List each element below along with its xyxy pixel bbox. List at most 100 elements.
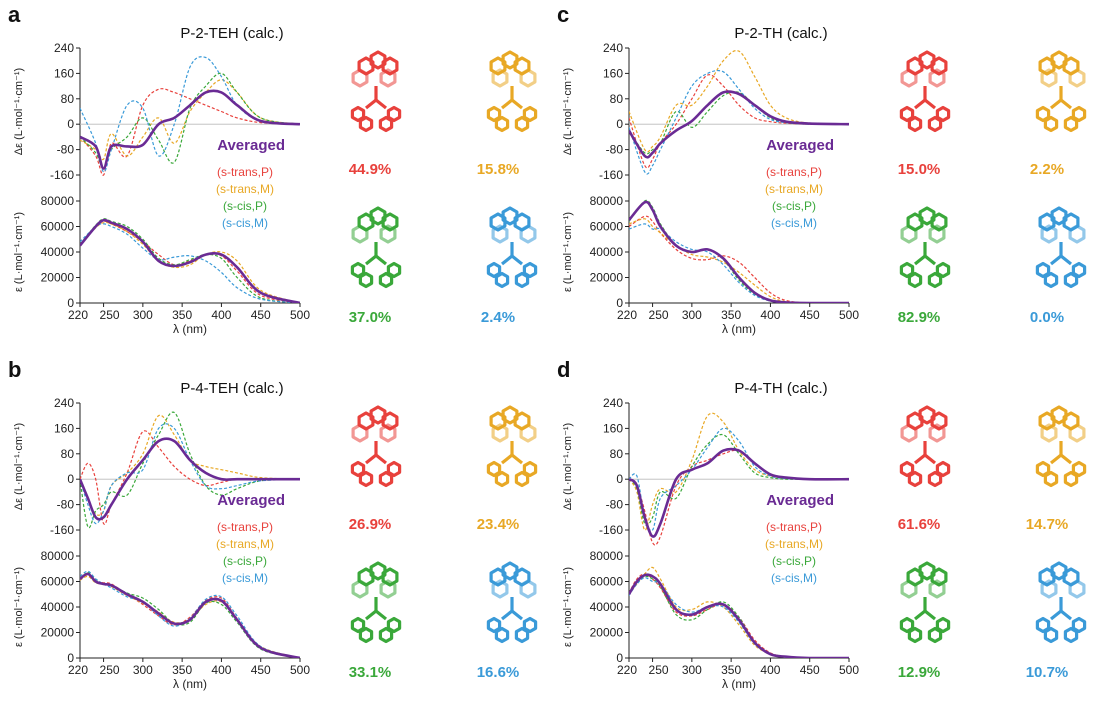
phenyl-ring	[899, 261, 915, 279]
phenyl-ring	[1035, 105, 1051, 123]
conformer-structure	[899, 561, 951, 644]
legend-entry: (s-trans,M)	[216, 182, 274, 196]
x-tick-label: 350	[721, 663, 741, 677]
cd-tick-label: 240	[603, 396, 623, 410]
abs-series-line	[629, 200, 849, 303]
conformer-structure	[350, 206, 402, 289]
abs-series-line	[629, 573, 849, 658]
ring	[918, 206, 936, 226]
ring	[379, 579, 397, 599]
abs-y-axis-label: ε (L·mol⁻¹·cm⁻¹)	[13, 567, 25, 647]
phenyl-ring	[1071, 460, 1087, 478]
phenyl-ring	[907, 626, 923, 644]
ring	[918, 50, 936, 70]
phenyl-ring	[927, 470, 943, 488]
panel-title: P-4-TEH (calc.)	[180, 380, 283, 397]
bond	[924, 254, 936, 266]
phenyl-ring	[1035, 616, 1051, 634]
ring	[489, 411, 507, 431]
legend-entry: (s-trans,P)	[217, 520, 273, 534]
x-tick-label: 350	[172, 663, 192, 677]
abs-series-line	[629, 218, 849, 303]
phenyl-ring	[514, 115, 530, 133]
phenyl-ring	[1063, 115, 1079, 133]
legend-entry: (s-trans,P)	[217, 165, 273, 179]
x-tick-label: 450	[800, 663, 820, 677]
legend-entry: (s-cis,P)	[772, 199, 816, 213]
phenyl-ring	[386, 460, 402, 478]
bond	[914, 609, 926, 621]
conformer-percentage: 15.8%	[477, 161, 520, 178]
cd-tick-label: 240	[54, 41, 74, 55]
ring	[369, 405, 387, 425]
phenyl-ring	[350, 105, 366, 123]
bond	[511, 609, 523, 621]
conformer-structure	[350, 405, 402, 488]
cd-series-line	[80, 423, 300, 525]
abs-y-axis-label: ε (L·mol⁻¹·cm⁻¹)	[13, 212, 25, 292]
bond	[501, 254, 513, 266]
x-axis-label: λ (nm)	[722, 322, 756, 336]
ring	[928, 68, 946, 88]
phenyl-ring	[1043, 470, 1059, 488]
phenyl-ring	[494, 115, 510, 133]
panel-title: P-4-TH (calc.)	[734, 380, 827, 397]
ring	[351, 68, 369, 88]
x-tick-label: 400	[760, 308, 780, 322]
legend-entry: (s-cis,P)	[772, 554, 816, 568]
cd-tick-label: -160	[50, 168, 74, 182]
x-tick-label: 350	[721, 308, 741, 322]
cd-tick-label: -80	[606, 143, 624, 157]
ring	[351, 579, 369, 599]
cd-series-line	[80, 437, 300, 521]
abs-tick-label: 40000	[590, 245, 624, 259]
bond	[924, 609, 936, 621]
conformer-structure	[486, 561, 538, 644]
cd-tick-label: 0	[616, 472, 623, 486]
bond	[914, 453, 926, 465]
conformer-percentage: 2.2%	[1030, 161, 1064, 178]
conformer-structure	[1035, 561, 1087, 644]
ring	[489, 567, 507, 587]
phenyl-ring	[486, 616, 502, 634]
bond	[1050, 453, 1062, 465]
ring	[489, 56, 507, 76]
panel-letter: b	[8, 357, 21, 382]
conformer-structure	[486, 50, 538, 133]
x-axis-label: λ (nm)	[173, 677, 207, 691]
conformer-percentage: 33.1%	[349, 664, 392, 681]
cd-series-line	[629, 74, 849, 169]
phenyl-ring	[350, 261, 366, 279]
cd-tick-label: 240	[54, 396, 74, 410]
ring	[1040, 423, 1058, 443]
phenyl-ring	[1071, 105, 1087, 123]
x-tick-label: 400	[760, 663, 780, 677]
abs-tick-label: 20000	[41, 626, 75, 640]
conformer-structure	[899, 50, 951, 133]
ring	[930, 567, 948, 587]
x-tick-label: 250	[100, 663, 120, 677]
ring	[351, 224, 369, 244]
phenyl-ring	[1063, 470, 1079, 488]
ring	[379, 423, 397, 443]
phenyl-ring	[522, 616, 538, 634]
abs-tick-label: 80000	[41, 194, 75, 208]
conformer-structure	[486, 405, 538, 488]
panel-title: P-2-TH (calc.)	[734, 25, 827, 42]
phenyl-ring	[378, 626, 394, 644]
x-tick-label: 300	[682, 308, 702, 322]
ring	[381, 212, 399, 232]
panel-title: P-2-TEH (calc.)	[180, 25, 283, 42]
cd-series-line	[629, 49, 849, 153]
ring	[501, 561, 519, 581]
bond	[924, 98, 936, 110]
phenyl-ring	[522, 105, 538, 123]
cd-tick-label: 0	[67, 472, 74, 486]
abs-tick-label: 0	[616, 651, 623, 665]
bond	[511, 254, 523, 266]
x-axis-label: λ (nm)	[722, 677, 756, 691]
cd-tick-label: 80	[61, 92, 75, 106]
bond	[511, 453, 523, 465]
cd-tick-label: -160	[599, 168, 623, 182]
